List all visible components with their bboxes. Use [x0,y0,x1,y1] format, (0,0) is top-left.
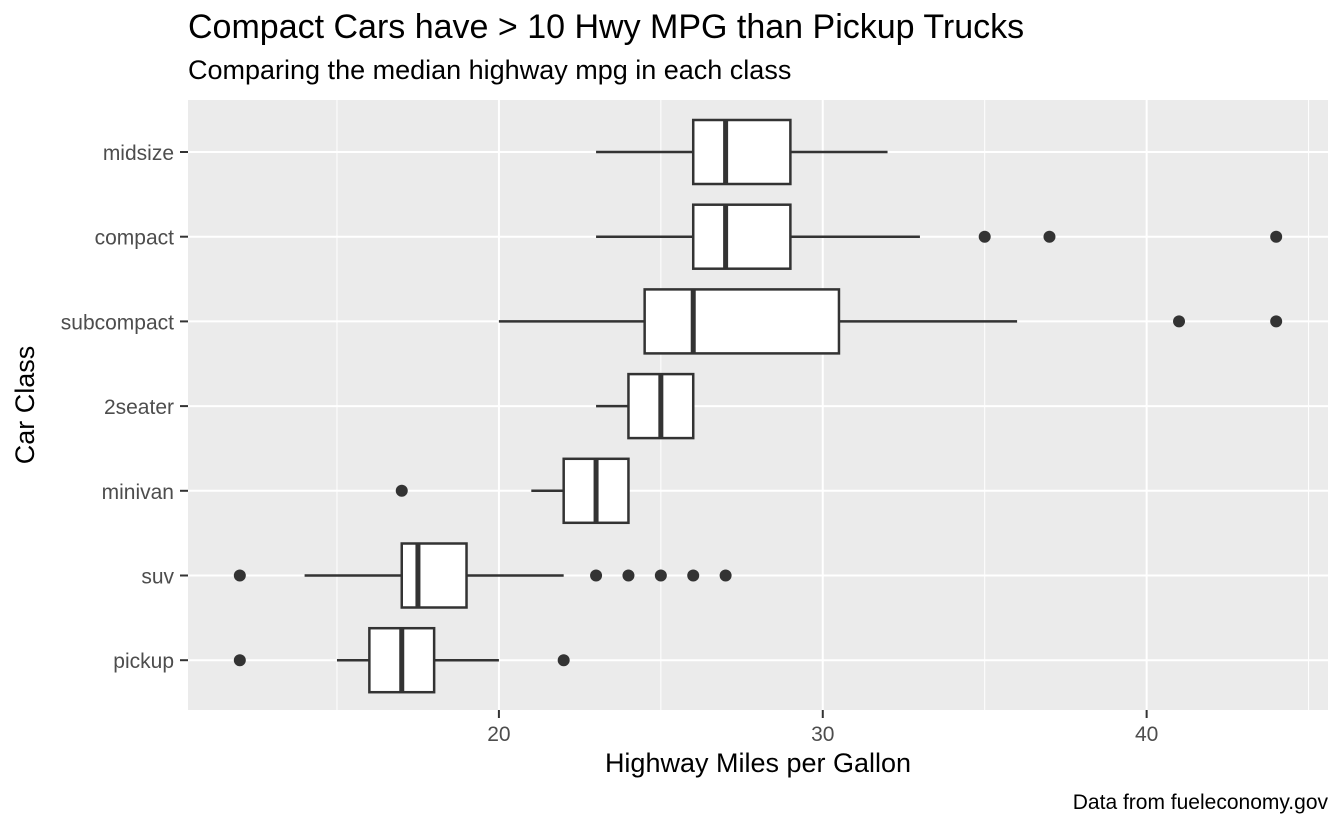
outlier-suv-4 [687,569,700,582]
x-axis-title: Highway Miles per Gallon [605,748,911,778]
outlier-subcompact-0 [1173,315,1186,328]
outlier-pickup-0 [233,654,246,667]
outlier-compact-0 [978,230,991,243]
outlier-suv-5 [719,569,732,582]
y-axis-title: Car Class [10,346,40,465]
x-tick-label-30: 30 [811,723,834,746]
box-subcompact [643,288,841,355]
y-tick-label-pickup: pickup [113,650,174,673]
boxplot-pickup [233,626,570,694]
outlier-suv-1 [590,569,603,582]
outlier-suv-3 [654,569,667,582]
box-layer [233,118,1283,694]
outlier-suv-2 [622,569,635,582]
boxplot-minivan [395,457,630,525]
outlier-subcompact-1 [1270,315,1283,328]
boxplot-suv [233,542,732,609]
outlier-compact-2 [1270,230,1283,243]
x-tick-label-40: 40 [1135,723,1158,746]
boxplot-subcompact [498,288,1283,355]
y-tick-label-compact: compact [95,227,175,250]
plot-panel [188,100,1328,710]
grid-layer [188,100,1328,710]
axis-layer: midsize compact subcompact 2seater minivan su… [61,142,1159,746]
box-compact [691,203,792,270]
outlier-compact-1 [1043,230,1056,243]
box-midsize [691,118,792,186]
y-tick-label-suv: suv [141,566,174,589]
chart-subtitle: Comparing the median highway mpg in each… [188,55,791,85]
outlier-suv-0 [233,569,246,582]
chart-caption: Data from fueleconomy.gov [1073,791,1329,814]
boxplot-compact [596,203,1283,270]
y-tick-label-2seater: 2seater [104,396,174,419]
boxplot-midsize [596,118,888,186]
box-suv [400,542,468,609]
y-tick-label-midsize: midsize [103,142,174,165]
y-tick-label-subcompact: subcompact [61,311,174,334]
boxplot-2seater [596,372,695,440]
chart-title: Compact Cars have > 10 Hwy MPG than Pick… [188,8,1024,46]
x-tick-label-20: 20 [487,723,510,746]
outlier-pickup-1 [557,654,570,667]
outlier-minivan-0 [395,484,408,497]
y-tick-label-minivan: minivan [102,481,174,504]
